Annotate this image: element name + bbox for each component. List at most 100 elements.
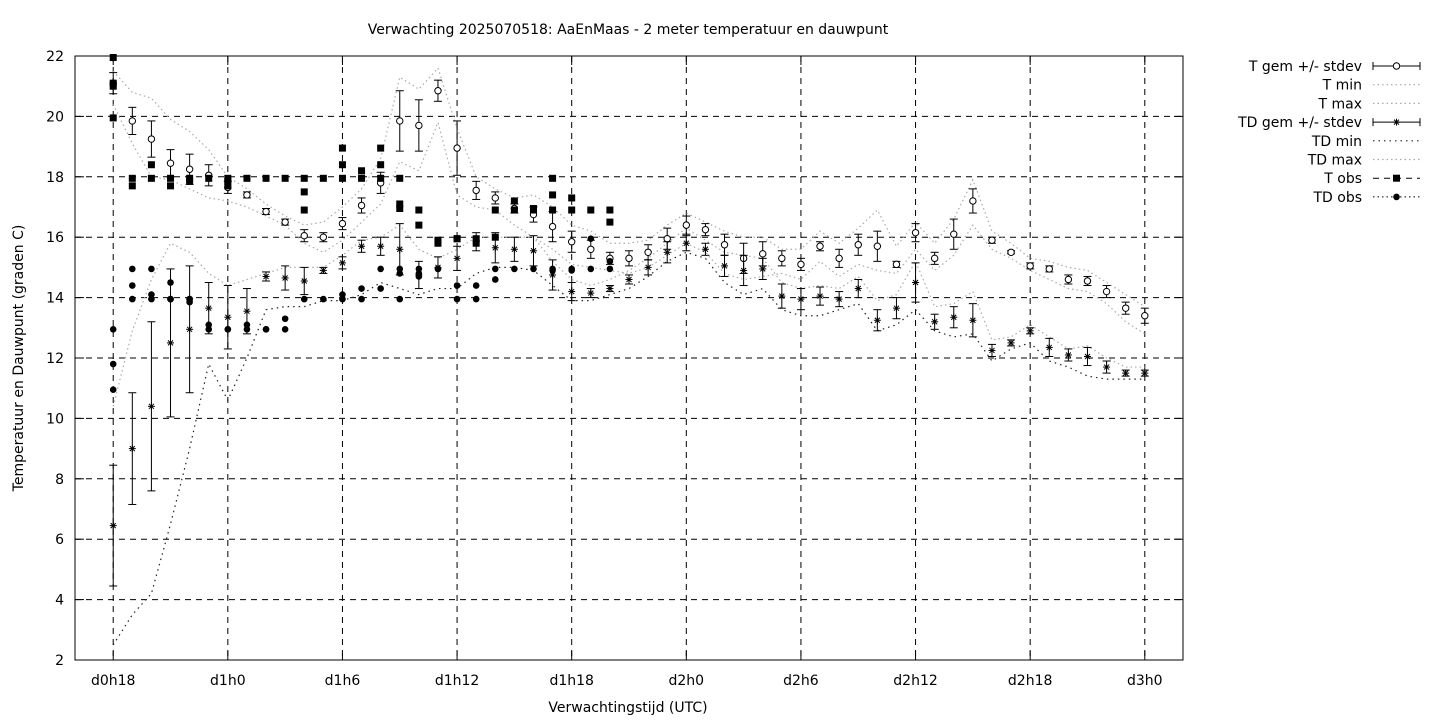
t-mean-point (587, 245, 595, 253)
td-obs-point (358, 285, 365, 292)
td-obs-point (377, 265, 384, 273)
t-obs-point (377, 174, 385, 182)
y-tick-label: 22 (46, 49, 64, 65)
legend-marker (1393, 174, 1400, 182)
t-obs-point (568, 194, 576, 202)
td-mean-point (491, 244, 499, 252)
asterisk-stroke (167, 340, 174, 346)
asterisk-stroke (664, 249, 671, 256)
t-mean-point (816, 242, 824, 250)
td-mean-point (396, 245, 404, 253)
t-mean-point (338, 219, 347, 228)
asterisk-stroke (1027, 327, 1034, 334)
asterisk-stroke (244, 308, 250, 315)
td-mean-point (243, 307, 251, 315)
t-mean-point (644, 248, 652, 257)
td-mean-point (377, 242, 385, 250)
t-obs-point (491, 206, 499, 214)
td-obs-point (262, 326, 270, 333)
td-obs-point (568, 267, 575, 274)
t-mean-point (1007, 248, 1015, 257)
asterisk-stroke (874, 317, 881, 324)
td-obs-point (109, 386, 117, 394)
asterisk-stroke (836, 296, 842, 302)
t-mean-point (453, 144, 461, 152)
td-obs-point (339, 295, 346, 303)
td-obs-point (224, 326, 232, 333)
t-obs-point (338, 161, 346, 169)
td-obs-point (530, 265, 537, 273)
x-axis-label: Verwachtingstijd (UTC) (548, 700, 707, 716)
td-mean-point (1103, 363, 1111, 371)
td-mean-point (1083, 352, 1091, 360)
t-obs-point (262, 174, 270, 182)
t-mean-point (759, 250, 767, 258)
td-obs-point (415, 273, 423, 280)
asterisk-stroke (530, 247, 537, 254)
asterisk-stroke (1084, 353, 1091, 360)
t-mean-point (1141, 312, 1149, 320)
asterisk-stroke (740, 267, 747, 274)
td-obs-point (587, 235, 595, 243)
asterisk-stroke (759, 266, 766, 272)
td-mean-point (892, 304, 900, 312)
t-obs-point (243, 174, 251, 182)
t-obs-point (167, 182, 175, 190)
x-tick-label: d1h18 (549, 673, 593, 689)
t-obs-point (472, 235, 480, 243)
td-mean-point (262, 272, 270, 280)
t-obs-point (147, 161, 155, 169)
td-mean-point (1122, 369, 1130, 377)
t-obs-point (338, 144, 346, 152)
td-obs-point (491, 276, 499, 283)
asterisk-stroke (778, 293, 785, 299)
t-mean-point (701, 225, 710, 234)
t-obs-point (606, 206, 614, 214)
legend-label: TD obs (1312, 190, 1362, 206)
td-obs-point (415, 265, 423, 273)
legend: T gem +/- stdev T min T max TD gem +/- stde… (1237, 59, 1421, 206)
t-mean-point (873, 242, 882, 250)
t-obs-point (358, 174, 366, 182)
t-mean-point (1121, 304, 1130, 312)
t-obs-point (300, 174, 308, 182)
td-obs-point (511, 265, 518, 273)
y-tick-label: 10 (46, 411, 64, 427)
td-obs-point (396, 270, 404, 277)
plot-area (109, 54, 1149, 646)
t-mean-point (720, 241, 729, 249)
td-obs-point (549, 267, 556, 274)
td-obs-point (377, 285, 384, 292)
t-obs-point (147, 174, 155, 182)
asterisk-stroke (912, 279, 919, 286)
x-tick-label: d2h12 (893, 673, 937, 689)
asterisk-stroke (1065, 352, 1072, 358)
t-mean-point (854, 241, 862, 249)
t-obs-point (224, 177, 232, 185)
legend-marker (1392, 62, 1401, 70)
x-tick-label: d2h18 (1008, 673, 1052, 689)
t-obs-point (510, 206, 518, 214)
td-obs-point (129, 265, 136, 273)
x-axis: d0h18 d1h0 d1h6 d1h12 d1h18 d2h0 d2h6 d2h12 d2h1… (91, 56, 1163, 689)
td-obs-point (205, 326, 213, 333)
asterisk-stroke (817, 293, 823, 299)
legend-label: T obs (1323, 171, 1362, 187)
t-obs-point (606, 218, 614, 226)
asterisk-stroke (1103, 364, 1110, 370)
t-obs-point (377, 144, 385, 152)
grid (75, 56, 1183, 660)
t-mean-point (1026, 262, 1034, 270)
t-obs-point (109, 82, 117, 90)
t-obs-point (568, 206, 576, 214)
t-obs-point (549, 191, 557, 199)
t-mean-point (988, 236, 996, 244)
asterisk-stroke (1393, 119, 1400, 125)
td-mean-point (835, 295, 843, 303)
td-obs-point (129, 295, 136, 303)
td-obs-point (186, 295, 193, 303)
x-tick-label: d1h6 (325, 673, 361, 689)
td-mean-point (759, 265, 767, 273)
td-mean-point (319, 266, 327, 274)
asterisk-stroke (224, 314, 231, 321)
